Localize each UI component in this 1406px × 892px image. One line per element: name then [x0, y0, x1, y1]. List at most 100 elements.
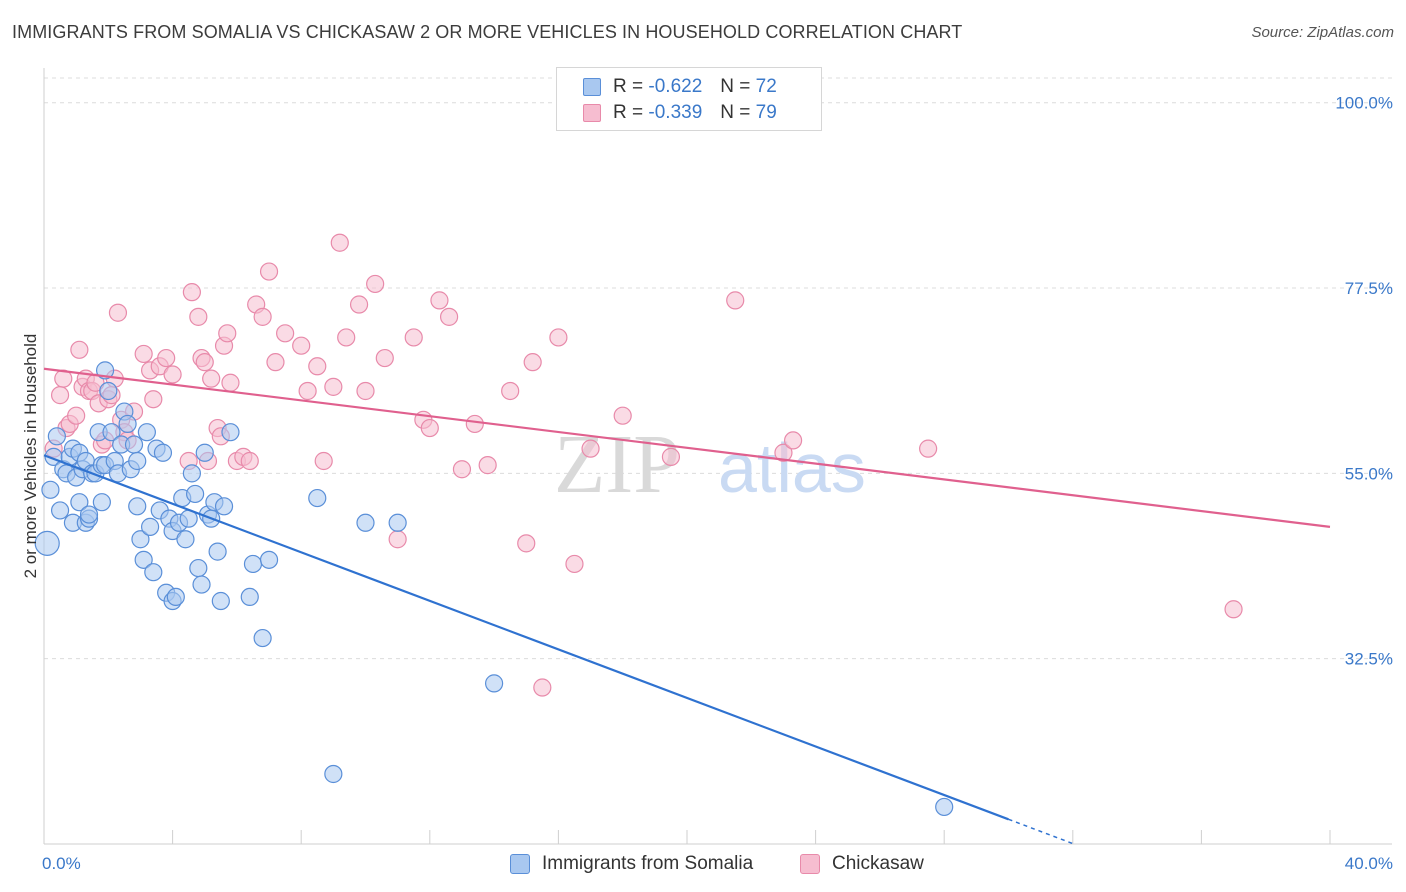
chickasaw-point [1224, 600, 1243, 619]
tick-labels: 100.0% 77.5% 55.0% 32.5% 0.0% 40.0% [42, 94, 1393, 873]
legend-item-chickasaw: Chickasaw [800, 851, 924, 877]
somalia-point [189, 558, 208, 578]
somalia-trend-line [43, 454, 1009, 821]
somalia-point [118, 414, 137, 434]
chickasaw-point [404, 328, 423, 347]
chickasaw-point [292, 336, 311, 355]
somalia-point [253, 628, 272, 648]
chart-title: IMMIGRANTS FROM SOMALIA VS CHICKASAW 2 O… [12, 22, 963, 42]
chickasaw-point [276, 324, 295, 343]
somalia-point [131, 530, 150, 549]
chickasaw-point [221, 373, 240, 392]
chickasaw-point [388, 530, 407, 549]
watermark-zip: ZIP [554, 418, 680, 511]
somalia-point [356, 513, 375, 532]
y-tick-label: 32.5% [1345, 650, 1393, 669]
chickasaw-point [439, 307, 459, 326]
chickasaw-point [501, 381, 520, 401]
chickasaw-point [774, 443, 793, 462]
chickasaw-point [144, 390, 163, 409]
chickasaw-point [324, 377, 343, 396]
chickasaw-point [549, 328, 568, 347]
y-axis-label: 2 or more Vehicles in Household [21, 334, 40, 579]
chickasaw-point [163, 365, 182, 384]
somalia-point [34, 530, 60, 556]
grid-lines [44, 77, 1392, 660]
chickasaw-point [366, 274, 385, 294]
chickasaw-point [298, 381, 317, 401]
chickasaw-point [581, 439, 600, 458]
chickasaw-point [465, 414, 484, 434]
chickasaw-point [202, 369, 221, 388]
somalia-point [166, 587, 185, 607]
chickasaw-point [337, 328, 356, 347]
source-attribution: Source: ZipAtlas.com [1251, 24, 1394, 41]
somalia-point [308, 488, 327, 508]
n-value: 72 [755, 76, 777, 97]
chickasaw-point [314, 451, 333, 471]
chickasaw-point [726, 291, 745, 310]
somalia-point [92, 493, 111, 512]
somalia-point [137, 423, 156, 442]
somalia-legend-label: Immigrants from Somalia [542, 853, 754, 874]
somalia-point [124, 435, 144, 454]
chickasaw-point [613, 406, 632, 425]
r-label: R = [613, 102, 644, 123]
legend-row-chickasaw: R = -0.339 N = 79 [583, 101, 777, 125]
chickasaw-point [50, 386, 70, 405]
trend-lines [43, 367, 1331, 845]
r-label: R = [613, 76, 644, 97]
somalia-point [128, 451, 147, 471]
somalia-point [388, 513, 407, 532]
chickasaw-swatch [583, 104, 601, 122]
x-tick-label: 40.0% [1345, 854, 1393, 873]
chickasaw-point [356, 381, 375, 401]
somalia-point [182, 464, 201, 483]
somalia-legend-swatch [510, 854, 530, 874]
somalia-point [47, 427, 66, 446]
chickasaw-point [253, 307, 272, 326]
y-tick-label: 100.0% [1335, 94, 1393, 113]
chickasaw-point [330, 233, 349, 252]
chickasaw-point [67, 406, 86, 425]
somalia-point [211, 591, 230, 611]
n-label: N = [720, 76, 751, 97]
somalia-point [99, 381, 118, 401]
somalia-point [214, 497, 234, 516]
legend-item-somalia: Immigrants from Somalia [510, 851, 753, 877]
chickasaw-point [349, 295, 369, 314]
chickasaw-point [259, 262, 279, 281]
chickasaw-point [182, 283, 201, 302]
somalia-point [153, 443, 173, 462]
y-tick-label: 55.0% [1345, 464, 1393, 483]
chickasaw-point [661, 447, 681, 466]
somalia-point [128, 497, 147, 516]
chickasaw-point [452, 460, 472, 479]
chickasaw-point [195, 353, 214, 372]
somalia-point [41, 480, 60, 499]
chickasaw-point [189, 307, 208, 326]
somalia-point [195, 443, 214, 462]
somalia-point [134, 550, 153, 569]
chickasaw-point [523, 353, 542, 372]
chickasaw-point [70, 340, 89, 359]
somalia-point [935, 797, 954, 817]
chickasaw-legend-label: Chickasaw [832, 853, 924, 874]
somalia-point [102, 423, 121, 442]
chickasaw-point [517, 534, 536, 553]
chickasaw-point [266, 353, 285, 372]
somalia-point [485, 674, 504, 693]
somalia-point [50, 501, 70, 520]
somalia-point [259, 550, 279, 569]
chickasaw-point [783, 431, 803, 450]
somalia-trend-extension [1008, 818, 1074, 845]
somalia-swatch [583, 78, 601, 96]
n-value: 79 [755, 102, 777, 123]
chickasaw-point [108, 303, 128, 322]
somalia-point [240, 587, 259, 607]
somalia-point [140, 517, 160, 536]
chickasaw-point [430, 291, 449, 310]
chickasaw-point [420, 418, 439, 438]
chickasaw-point [240, 451, 259, 471]
